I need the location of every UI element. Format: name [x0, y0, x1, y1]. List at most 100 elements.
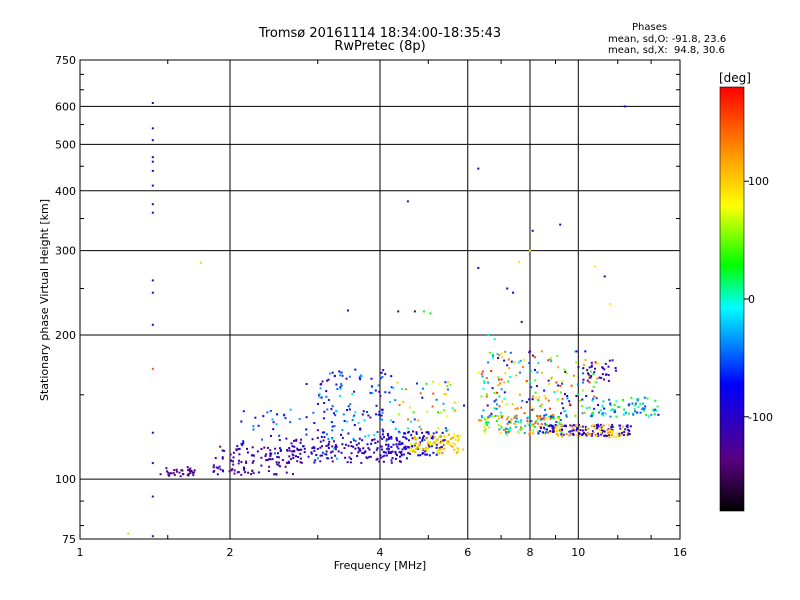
data-point — [235, 448, 238, 451]
data-point — [313, 449, 316, 452]
data-point — [450, 444, 453, 447]
data-point — [537, 416, 540, 419]
data-point — [514, 426, 517, 429]
data-point — [611, 431, 614, 434]
data-point — [347, 405, 350, 408]
data-point — [634, 404, 637, 407]
data-point — [484, 428, 487, 430]
data-point — [257, 424, 260, 427]
data-point — [590, 424, 593, 427]
data-point — [322, 417, 325, 420]
data-point — [564, 371, 567, 373]
data-point — [256, 450, 259, 453]
data-point — [267, 470, 270, 473]
data-point — [542, 416, 545, 419]
data-point — [587, 372, 589, 375]
data-point — [229, 453, 232, 456]
data-point — [595, 435, 598, 438]
data-point — [333, 440, 335, 443]
data-point — [526, 422, 529, 425]
data-point — [447, 440, 450, 443]
data-point — [172, 472, 175, 475]
data-point — [233, 469, 236, 472]
data-point — [521, 399, 524, 402]
data-point — [504, 350, 507, 353]
data-point — [349, 441, 352, 444]
data-point — [272, 428, 275, 431]
data-point — [430, 437, 433, 440]
data-point — [537, 361, 540, 364]
data-point — [384, 391, 387, 394]
data-point — [419, 392, 422, 395]
data-point — [403, 446, 406, 449]
data-point — [586, 432, 589, 435]
data-point — [523, 432, 526, 434]
data-point — [590, 364, 593, 367]
data-point — [319, 460, 322, 463]
data-point — [151, 203, 154, 206]
data-point — [623, 408, 625, 411]
data-point — [484, 422, 487, 425]
data-point — [410, 434, 413, 437]
data-point — [315, 454, 318, 456]
data-point — [299, 457, 302, 460]
data-point — [330, 421, 333, 424]
data-point — [630, 396, 633, 399]
data-point — [369, 455, 372, 458]
data-point — [295, 455, 297, 458]
data-point — [453, 410, 456, 413]
data-point — [576, 428, 578, 431]
data-point — [565, 414, 568, 417]
data-point — [500, 378, 503, 381]
data-point — [593, 371, 596, 374]
data-point — [240, 460, 243, 463]
data-point — [628, 433, 631, 436]
data-point — [566, 397, 569, 400]
data-point — [381, 376, 384, 378]
data-point — [346, 461, 349, 464]
x-tick-label: 16 — [673, 546, 687, 559]
data-point — [310, 452, 313, 455]
data-point — [298, 418, 301, 420]
data-point — [542, 431, 545, 434]
data-point — [340, 383, 343, 385]
data-point — [551, 424, 554, 427]
data-points — [127, 102, 660, 538]
data-point — [280, 449, 282, 452]
data-point — [381, 455, 384, 458]
data-point — [268, 458, 271, 460]
data-point — [456, 451, 459, 454]
data-point — [454, 443, 457, 446]
data-point — [605, 373, 608, 376]
data-point — [556, 398, 559, 401]
data-point — [598, 376, 601, 379]
data-point — [440, 439, 443, 441]
data-point — [627, 432, 630, 435]
data-point — [555, 381, 558, 384]
data-point — [387, 443, 390, 446]
data-point — [500, 388, 503, 391]
data-point — [413, 449, 416, 452]
data-point — [490, 370, 493, 372]
data-point — [435, 398, 438, 401]
data-point — [568, 400, 571, 403]
data-point — [432, 432, 435, 435]
data-point — [584, 426, 587, 429]
data-point — [543, 418, 546, 421]
data-point — [275, 461, 278, 464]
data-point — [348, 375, 351, 378]
data-point — [325, 453, 328, 456]
data-point — [362, 447, 365, 450]
data-point — [569, 424, 572, 427]
data-point — [615, 436, 617, 439]
data-point — [352, 437, 355, 440]
data-point — [608, 424, 611, 427]
data-point — [238, 448, 241, 450]
data-point — [624, 428, 627, 431]
data-point — [299, 452, 302, 455]
data-point — [151, 495, 154, 498]
data-point — [529, 405, 531, 408]
data-point — [384, 451, 387, 454]
data-point — [331, 429, 334, 432]
